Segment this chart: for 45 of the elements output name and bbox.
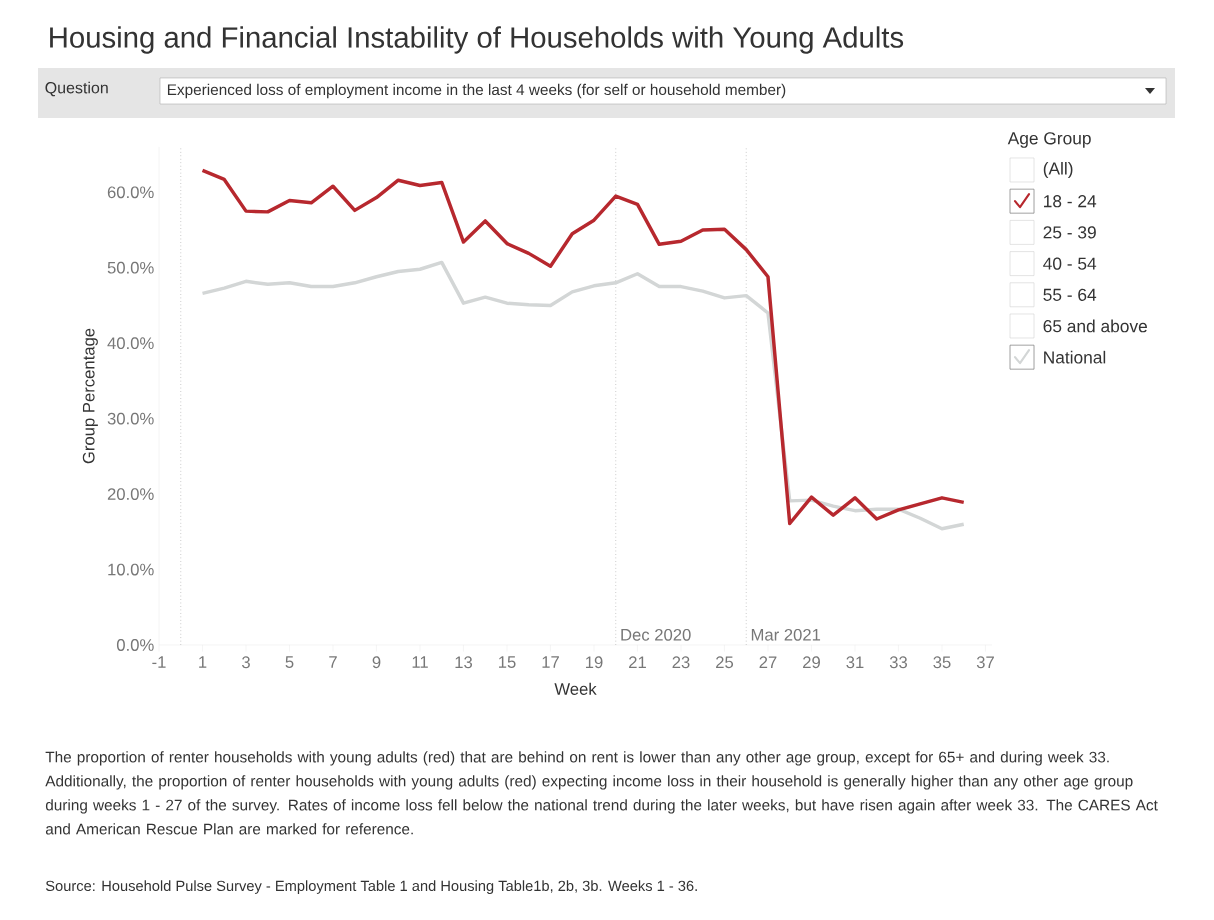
y-tick-label: 40.0% bbox=[107, 337, 154, 350]
x-tick-label: 33 bbox=[889, 656, 908, 669]
text: 65 and above bbox=[1043, 319, 1147, 333]
y-tick-label: 30.0% bbox=[107, 412, 154, 425]
x-tick-label: -1 bbox=[152, 656, 166, 668]
text: Question bbox=[45, 81, 108, 97]
x-tick-label: 35 bbox=[933, 656, 951, 669]
x-tick-label: 15 bbox=[499, 656, 516, 668]
text: 40 - 54 bbox=[1043, 257, 1097, 270]
ref-line-label: Mar 2021 bbox=[751, 628, 821, 641]
source-note: Source: Household Pulse Survey - Employment Table 1 and Housing Table1b, 2b, 3b. Weeks 1 - 36. bbox=[45, 880, 697, 894]
x-tick-label: 3 bbox=[242, 656, 250, 669]
x-tick-label: 9 bbox=[372, 656, 381, 669]
x-tick-label: 7 bbox=[329, 656, 337, 668]
legend-label: National bbox=[1044, 350, 1106, 364]
x-tick-label: 5 bbox=[285, 656, 294, 668]
text: (All) bbox=[1043, 161, 1073, 179]
x-tick-label: 13 bbox=[455, 656, 473, 669]
y-tick-label: 0.0% bbox=[116, 639, 154, 651]
x-tick-label: 31 bbox=[846, 656, 864, 669]
x-axis-title: Week bbox=[554, 682, 597, 695]
y-tick-label: 60.0% bbox=[107, 186, 154, 199]
x-tick-label: 37 bbox=[976, 656, 994, 669]
x-tick-label: 25 bbox=[716, 656, 734, 669]
text: The proportion of renter households with young adults (red) that are behind on rent is lower than any other age group, except for 65+ and during week 33. Additionally, the proportion of renter households with young adults (red) expecting income loss in their household is generally higher than any other age group during weeks 1 - 27 of the survey. Rates of income loss fell below the national trend during the later weeks, but have risen again after week 33. The CARES Act and American Rescue Plan are marked for reference. bbox=[45, 751, 1158, 835]
x-tick-label: 17 bbox=[542, 656, 559, 668]
chart-title: Housing and Financial Instability of Households with Young Adults bbox=[50, 26, 904, 54]
line-series bbox=[200, 168, 966, 526]
legend-label: 18 - 24 bbox=[1044, 195, 1097, 208]
chart-subtitle: Experienced loss of employment income in the last 4 weeks (for self or household member) bbox=[167, 83, 786, 99]
text: 25 - 39 bbox=[1043, 226, 1096, 239]
x-tick-label: 21 bbox=[629, 656, 646, 668]
y-axis-title: Group Percentage bbox=[82, 328, 98, 464]
y-tick-label: 50.0% bbox=[107, 261, 154, 274]
y-tick-label: 20.0% bbox=[107, 488, 154, 500]
x-tick-label: 23 bbox=[672, 656, 690, 669]
y-tick-label: 10.0% bbox=[108, 563, 154, 576]
text: 55 - 64 bbox=[1043, 288, 1097, 301]
x-tick-label: 11 bbox=[412, 656, 428, 668]
x-tick-label: 29 bbox=[803, 656, 820, 669]
legend-title: Age Group bbox=[1007, 132, 1091, 148]
ref-line-label: Dec 2020 bbox=[621, 628, 691, 641]
x-tick-label: 1 bbox=[199, 656, 207, 668]
x-tick-label: 19 bbox=[586, 656, 603, 669]
x-tick-label: 27 bbox=[759, 656, 777, 668]
